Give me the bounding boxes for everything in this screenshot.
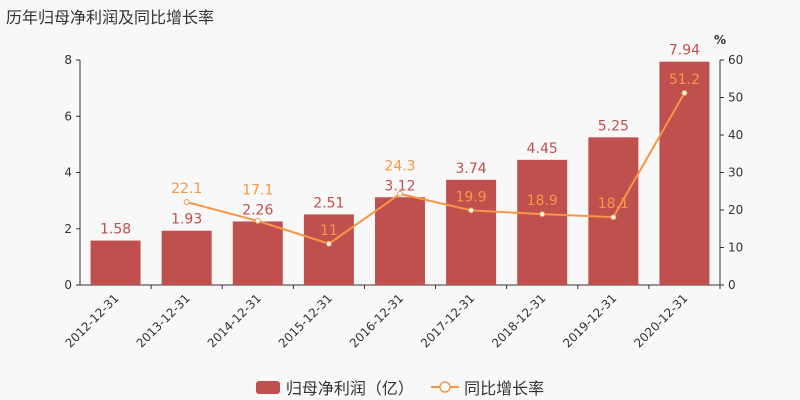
x-tick-label: 2014-12-31 [205,291,264,350]
legend-item-line[interactable]: 同比增长率 [431,375,544,399]
bar-value-label: 7.94 [669,43,700,59]
bar [446,179,497,285]
x-tick-label: 2015-12-31 [276,291,335,350]
growth-value-label: 11 [320,223,338,239]
left-tick-label: 2 [64,222,72,236]
bar-value-label: 3.74 [456,161,487,177]
bar-value-label: 5.25 [598,118,629,134]
bar [90,240,141,285]
x-tick-label: 2019-12-31 [560,291,619,350]
growth-point [681,90,688,96]
chart-title: 历年归母净利润及同比增长率 [6,8,215,27]
right-tick-label: 0 [728,278,736,292]
bar [232,221,283,285]
right-tick-label: 50 [728,91,743,105]
legend-item-bar[interactable]: 归母净利润（亿） [255,375,414,399]
x-tick-label: 2013-12-31 [134,291,193,350]
bar [161,230,212,285]
bar-value-label: 4.45 [527,141,558,157]
legend: 归母净利润（亿） 同比增长率 [0,375,800,399]
bar-value-label: 2.26 [242,202,273,218]
legend-line-label: 同比增长率 [464,379,545,398]
growth-point [610,214,617,221]
growth-value-label: 18.9 [527,193,558,209]
growth-point [183,199,190,206]
left-tick-label: 8 [64,53,72,67]
bar [659,61,710,285]
left-tick-label: 6 [64,109,72,123]
bar-value-label: 2.51 [313,195,344,211]
growth-value-label: 22.1 [171,181,202,197]
bar [375,197,425,285]
x-tick-label: 2016-12-31 [347,291,406,350]
bar [588,137,639,285]
growth-value-label: 19.9 [456,189,487,205]
right-tick-label: 30 [728,166,743,180]
x-tick-label: 2012-12-31 [62,291,121,350]
growth-line [186,92,686,245]
right-tick-label: 40 [728,128,743,142]
growth-value-label: 17.1 [242,182,273,198]
right-tick-label: 20 [728,203,743,217]
bar [303,214,354,285]
bar-value-label: 3.12 [384,178,415,194]
left-tick-label: 0 [64,278,72,292]
bar [517,159,568,285]
growth-point [539,211,546,218]
right-tick-label: 60 [728,53,743,67]
x-tick-label: 2018-12-31 [489,291,548,350]
growth-value-label: 24.3 [384,158,415,174]
left-tick-label: 4 [64,166,72,180]
growth-point [254,217,261,224]
bar-value-label: 1.93 [171,212,202,228]
growth-value-label: 18.1 [598,196,629,212]
legend-bar-swatch [255,380,280,394]
bar-value-label: 1.58 [100,222,131,238]
growth-point [325,240,332,247]
legend-bar-label: 归母净利润（亿） [285,379,414,398]
legend-line-icon [431,381,459,393]
growth-point [468,207,475,214]
right-tick-label: 10 [728,241,743,255]
growth-point [397,190,403,197]
growth-value-label: 51.2 [669,72,700,88]
x-tick-label: 2017-12-31 [418,291,477,350]
x-tick-label: 2020-12-31 [631,291,690,350]
right-axis-unit: % [714,33,726,47]
